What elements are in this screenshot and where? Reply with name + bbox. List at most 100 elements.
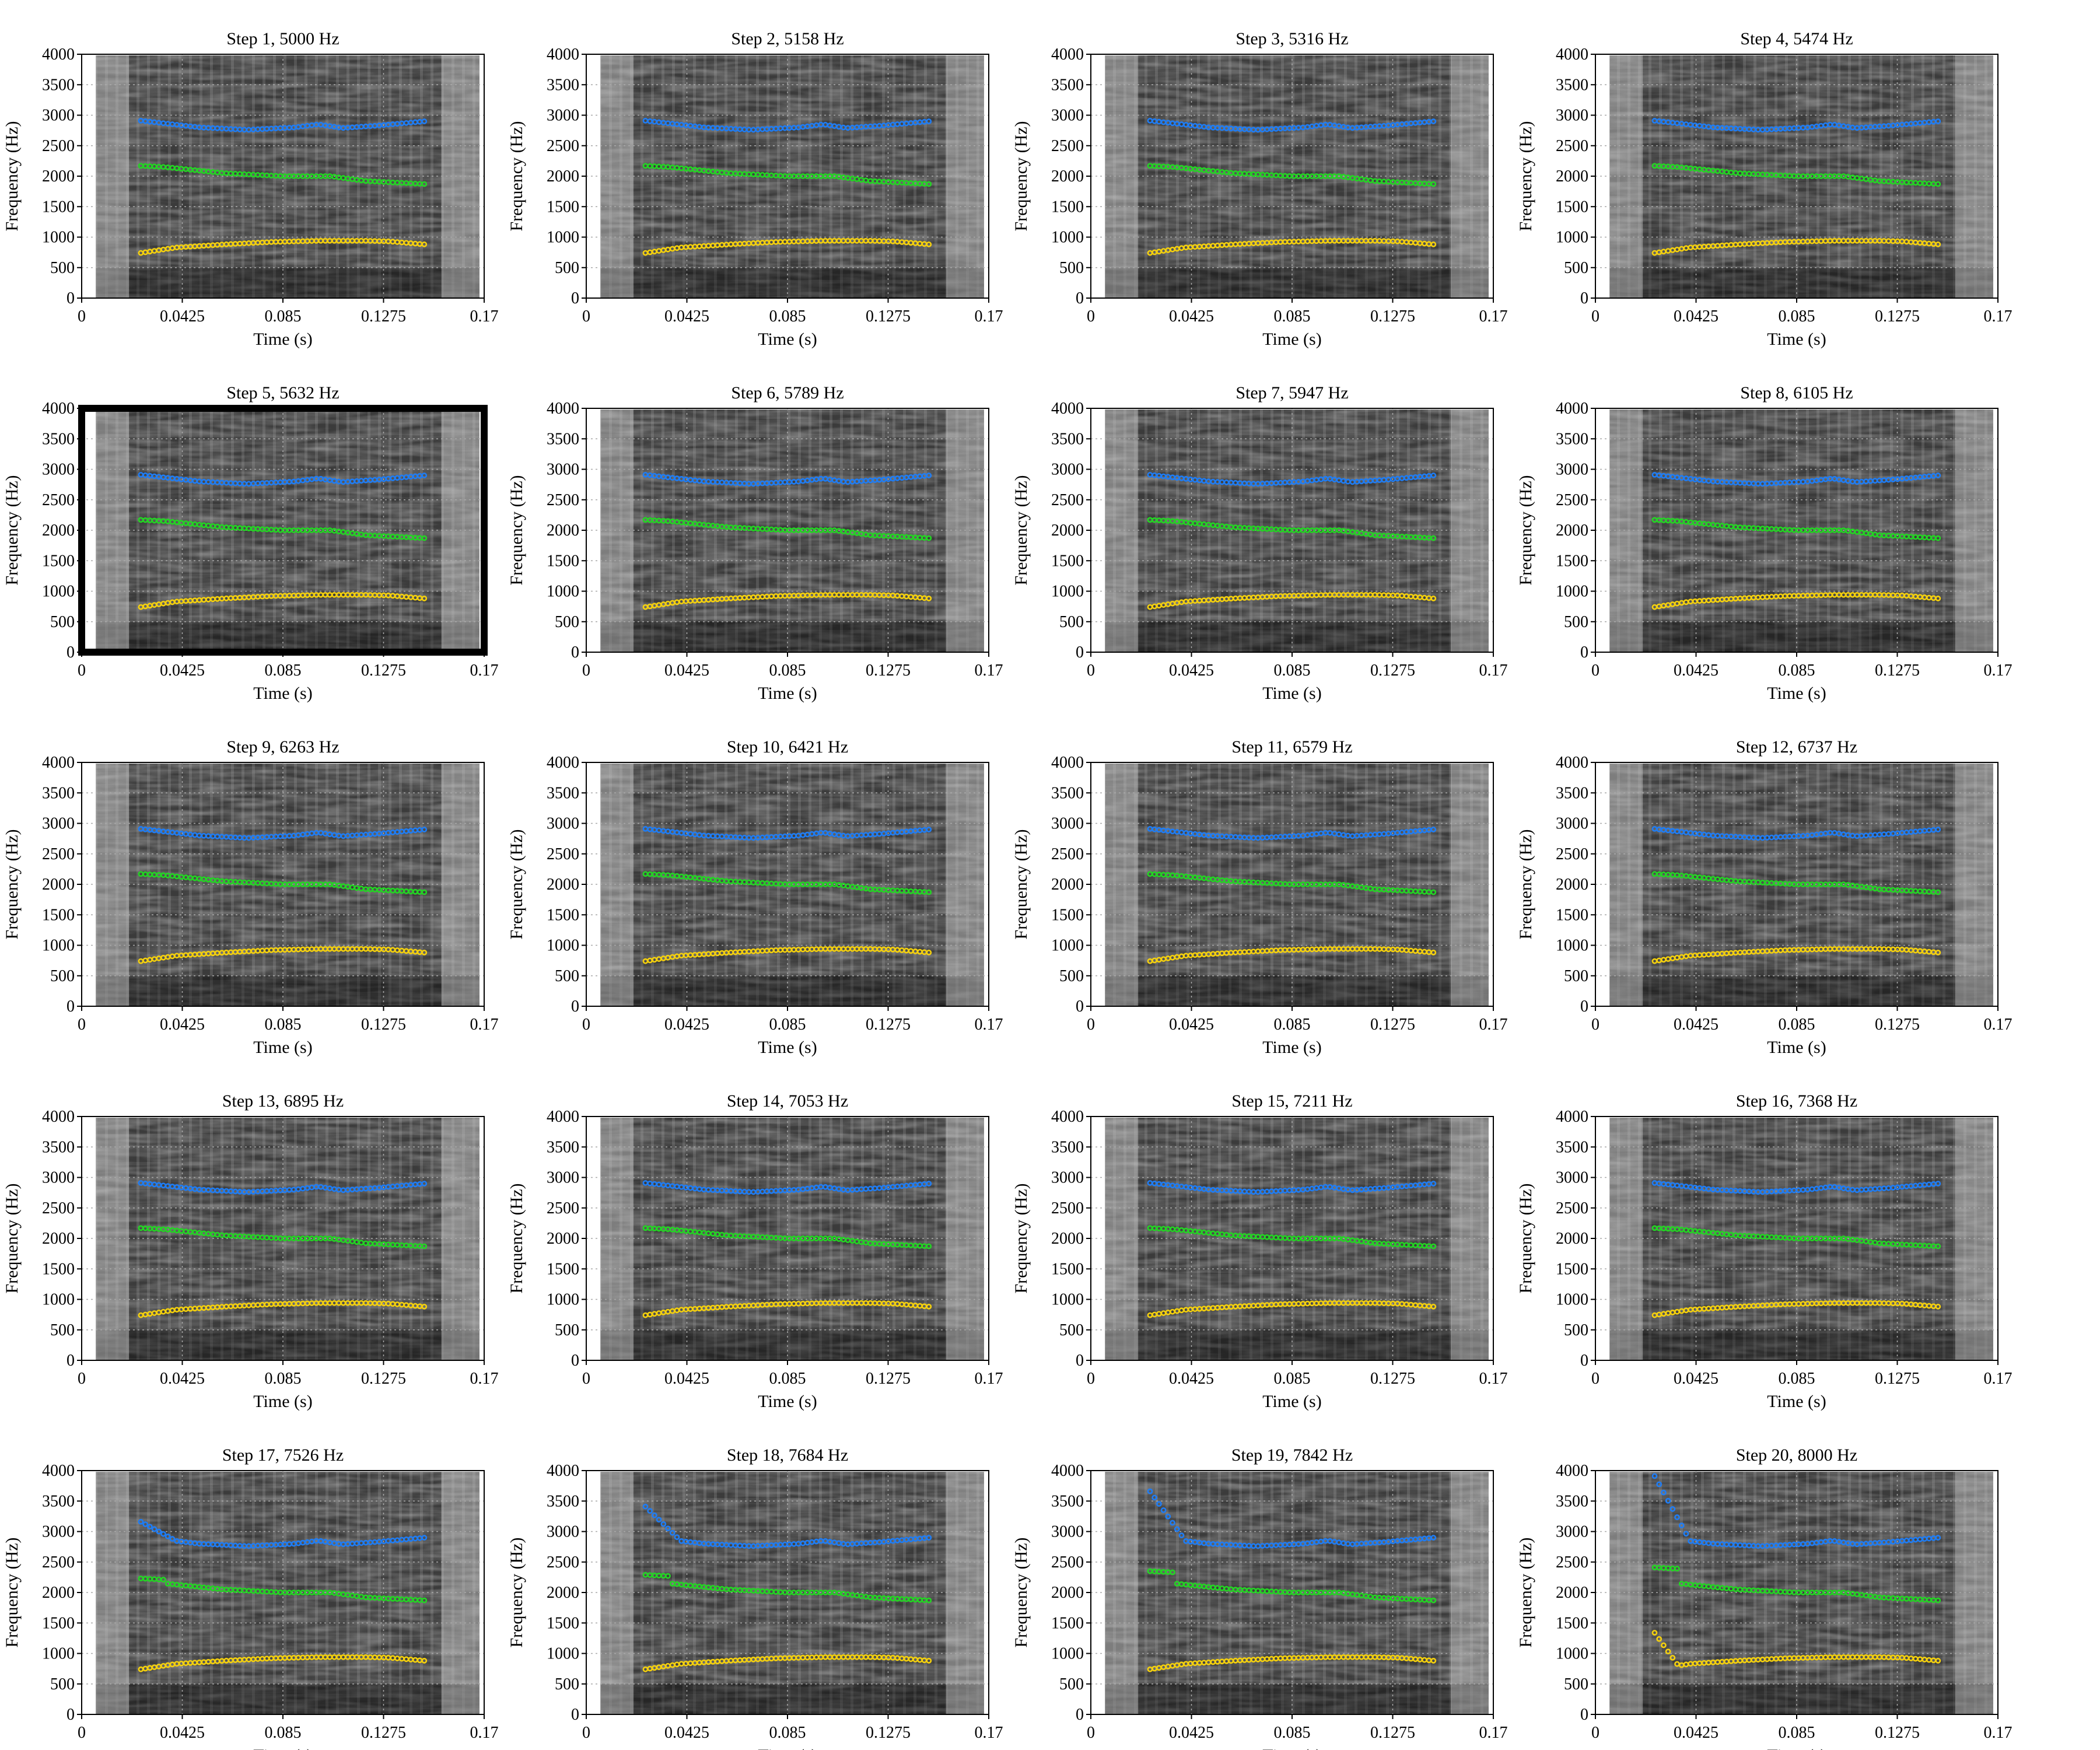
y-tick-label: 1000	[547, 229, 579, 247]
y-axis-label: Frequency (Hz)	[507, 829, 526, 939]
y-tick-label: 500	[50, 967, 75, 985]
panel-title: Step 15, 7211 Hz	[1231, 1091, 1352, 1111]
track-f3	[138, 472, 428, 487]
y-tick-label: 500	[1564, 613, 1588, 631]
x-tick-label: 0.1275	[1370, 307, 1415, 326]
track-point	[421, 596, 428, 601]
y-tick-label: 1000	[1051, 1291, 1084, 1309]
track-point	[421, 181, 428, 187]
y-tick-label: 1500	[42, 1260, 75, 1278]
y-tick-label: 1500	[1051, 906, 1084, 924]
y-tick-label: 3500	[1051, 76, 1084, 94]
y-tick-label: 3500	[1051, 430, 1084, 448]
y-tick-label: 2500	[1051, 1199, 1084, 1217]
spectrogram-edge-left	[96, 55, 130, 298]
x-tick-label: 0.1275	[866, 1370, 911, 1388]
y-tick-label: 1500	[42, 1614, 75, 1632]
x-tick-label: 0	[1591, 1370, 1600, 1388]
y-tick-label: 1000	[1051, 583, 1084, 601]
y-tick-label: 2500	[1556, 845, 1588, 863]
x-tick-label: 0.0425	[664, 307, 709, 326]
panel: 0 500 1000 1500 2000 2500 3000 3500 4000 0 0.0425 0…	[1012, 737, 1508, 1057]
y-tick-label: 3000	[1051, 815, 1084, 833]
y-tick-label: 1000	[547, 937, 579, 955]
y-tick-label: 3500	[547, 1138, 579, 1156]
panel-title: Step 16, 7368 Hz	[1736, 1091, 1857, 1111]
x-tick-label: 0.085	[769, 1016, 806, 1034]
panel: 0 500 1000 1500 2000 2500 3000 3500 4000 0 0.0425 0…	[2, 1091, 499, 1411]
y-tick-label: 4000	[1051, 400, 1084, 418]
x-tick-label: 0.085	[1274, 662, 1311, 680]
spectrogram-lowband	[96, 975, 480, 1006]
y-tick-label: 1500	[42, 198, 75, 216]
track-f1	[138, 592, 428, 610]
spectrogram-lowband	[1105, 1329, 1489, 1360]
y-tick-label: 1500	[1556, 1614, 1588, 1632]
y-tick-label: 1500	[42, 552, 75, 570]
x-tick-label: 0.085	[265, 1016, 302, 1034]
x-tick-label: 0.1275	[866, 1724, 911, 1742]
y-tick-label: 1500	[1556, 198, 1588, 216]
spectrogram-edge-left	[1609, 764, 1643, 1006]
spectrogram-edge-left	[1609, 410, 1643, 652]
x-tick-label: 0.0425	[1169, 307, 1214, 326]
y-tick-label: 4000	[1556, 1462, 1588, 1480]
x-tick-label: 0.0425	[664, 1724, 709, 1742]
spectrogram-edge-left	[600, 1472, 634, 1714]
x-tick-label: 0.0425	[1674, 1724, 1718, 1742]
y-tick-label: 2000	[1051, 1230, 1084, 1248]
panel-title: Step 1, 5000 Hz	[226, 29, 339, 48]
spectrogram-edge-left	[600, 1118, 634, 1360]
x-tick-label: 0	[1591, 1016, 1600, 1034]
spectrogram-edge-right	[1955, 410, 1993, 652]
x-tick-label: 0	[1087, 307, 1095, 326]
y-tick-label: 3000	[42, 1523, 75, 1541]
panel-title: Step 18, 7684 Hz	[727, 1446, 848, 1465]
spectrogram-lowband	[600, 975, 984, 1006]
y-axis-label: Frequency (Hz)	[1516, 1183, 1535, 1293]
y-tick-label: 3000	[1556, 107, 1588, 125]
y-tick-label: 3500	[547, 430, 579, 448]
spectrogram-edge-left	[96, 1118, 130, 1360]
x-tick-label: 0.0425	[1674, 1016, 1718, 1034]
y-tick-label: 4000	[1556, 46, 1588, 64]
y-tick-label: 0	[66, 1706, 75, 1724]
y-tick-label: 2000	[1051, 1584, 1084, 1602]
x-tick-label: 0.0425	[1674, 662, 1718, 680]
track-point	[421, 118, 428, 124]
y-axis-label: Frequency (Hz)	[2, 1537, 22, 1647]
y-tick-label: 1000	[42, 1291, 75, 1309]
y-tick-label: 0	[1076, 998, 1084, 1016]
spectrogram-edge-right	[1450, 410, 1489, 652]
y-tick-label: 2000	[1556, 876, 1588, 894]
y-tick-label: 500	[1564, 967, 1588, 985]
y-tick-label: 3000	[1556, 461, 1588, 479]
y-tick-label: 500	[1564, 1675, 1588, 1693]
y-tick-label: 2000	[1051, 167, 1084, 186]
panel-title: Step 10, 6421 Hz	[727, 737, 848, 757]
spectrogram-edge-left	[600, 764, 634, 1006]
y-tick-label: 3000	[42, 1169, 75, 1187]
track-f3	[1147, 118, 1437, 133]
y-tick-label: 500	[555, 967, 579, 985]
y-tick-label: 2500	[1556, 1553, 1588, 1572]
y-tick-label: 1000	[1051, 937, 1084, 955]
y-tick-label: 3500	[1051, 1138, 1084, 1156]
y-tick-label: 0	[571, 1706, 579, 1724]
spectrogram-edge-left	[600, 410, 634, 652]
y-tick-label: 0	[1580, 1706, 1588, 1724]
y-axis-label: Frequency (Hz)	[507, 475, 526, 585]
x-tick-label: 0.1275	[1875, 307, 1920, 326]
panel: 0 500 1000 1500 2000 2500 3000 3500 4000 0 0.0425 0…	[1012, 1091, 1508, 1411]
y-tick-label: 2000	[42, 876, 75, 894]
y-tick-label: 2500	[1556, 1199, 1588, 1217]
x-tick-label: 0.1275	[1370, 1370, 1415, 1388]
x-tick-label: 0.0425	[160, 662, 205, 680]
y-tick-label: 500	[555, 1675, 579, 1693]
spectrogram-lowband	[1609, 621, 1993, 652]
panel: 0 500 1000 1500 2000 2500 3000 3500 4000 0 0.0425 0…	[1516, 383, 2013, 703]
x-axis-label: Time (s)	[1767, 1746, 1826, 1750]
y-axis-label: Frequency (Hz)	[2, 1183, 22, 1293]
y-tick-label: 1500	[1051, 198, 1084, 216]
x-axis-label: Time (s)	[1262, 330, 1321, 349]
